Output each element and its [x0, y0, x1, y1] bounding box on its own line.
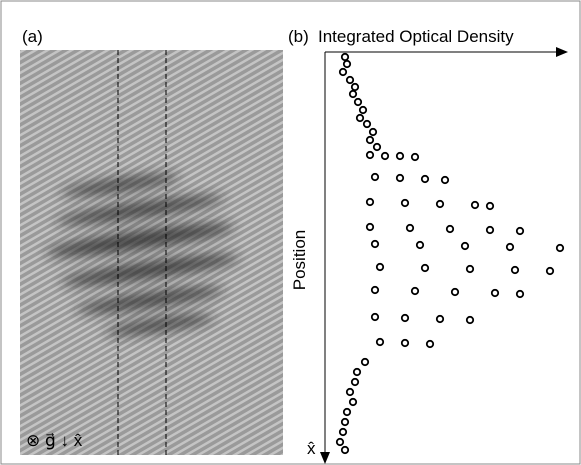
data-point	[353, 97, 363, 107]
data-point	[425, 339, 435, 349]
data-point	[485, 201, 495, 211]
y-axis-label: Position	[290, 230, 309, 290]
data-point	[348, 89, 358, 99]
data-point	[515, 289, 525, 299]
data-point	[460, 241, 470, 251]
data-point	[515, 226, 525, 236]
data-point	[342, 407, 352, 417]
data-point	[465, 264, 475, 274]
data-point	[380, 151, 390, 161]
data-point	[440, 175, 450, 185]
data-point	[465, 315, 475, 325]
data-point	[350, 377, 360, 387]
data-point	[355, 113, 365, 123]
data-point	[370, 312, 380, 322]
data-point	[375, 262, 385, 272]
data-point	[400, 313, 410, 323]
data-point	[365, 222, 375, 232]
data-point	[338, 67, 348, 77]
data-point	[340, 52, 350, 62]
data-point	[555, 243, 565, 253]
data-point	[370, 285, 380, 295]
data-point	[450, 287, 460, 297]
data-point	[340, 417, 350, 427]
x-axis-arrow	[556, 47, 568, 57]
data-point	[352, 367, 362, 377]
panel-b-label: (b)	[288, 27, 309, 46]
y-axis-symbol: x̂	[307, 439, 316, 458]
data-point	[360, 357, 370, 367]
data-point	[340, 445, 350, 455]
data-point	[338, 427, 348, 437]
data-point	[445, 224, 455, 234]
data-point	[370, 239, 380, 249]
data-point	[370, 172, 380, 182]
data-point	[365, 135, 375, 145]
data-point	[435, 199, 445, 209]
annotation: ⊗ g⃗ ↓ x̂	[26, 431, 83, 450]
data-point	[405, 223, 415, 233]
data-point	[362, 119, 372, 129]
panel-a-label: (a)	[22, 27, 43, 46]
data-point	[410, 286, 420, 296]
data-point	[410, 152, 420, 162]
data-point	[395, 151, 405, 161]
data-point	[505, 242, 515, 252]
data-point	[335, 437, 345, 447]
data-point	[400, 198, 410, 208]
data-point	[358, 105, 368, 115]
data-point	[342, 59, 352, 69]
y-axis-arrow	[320, 452, 330, 464]
data-point	[365, 150, 375, 160]
data-point	[350, 82, 360, 92]
data-point	[368, 127, 378, 137]
data-point	[348, 397, 358, 407]
data-point	[345, 387, 355, 397]
chart-title: Integrated Optical Density	[318, 27, 514, 46]
micrograph	[20, 50, 283, 455]
data-point	[510, 265, 520, 275]
data-point	[400, 338, 410, 348]
data-point	[345, 75, 355, 85]
data-point	[415, 240, 425, 250]
data-point	[490, 288, 500, 298]
data-point	[365, 197, 375, 207]
data-point	[420, 174, 430, 184]
data-point	[375, 337, 385, 347]
data-point	[470, 200, 480, 210]
data-point	[395, 173, 405, 183]
data-point	[485, 225, 495, 235]
data-point	[372, 142, 382, 152]
data-point	[435, 314, 445, 324]
data-point	[545, 266, 555, 276]
data-point	[420, 263, 430, 273]
